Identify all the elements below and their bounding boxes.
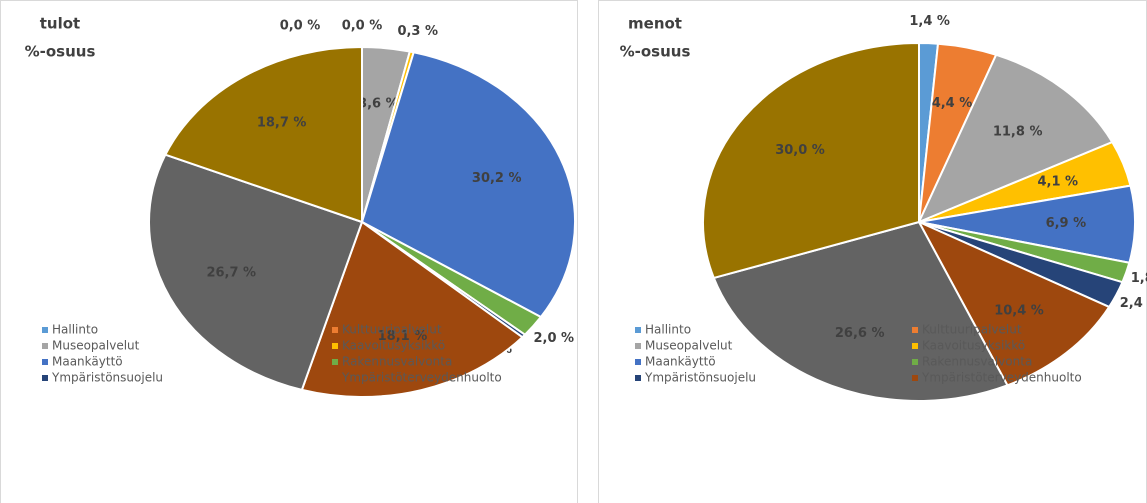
- legend-swatch: [42, 327, 48, 333]
- legend-swatch: [635, 375, 641, 381]
- data-label: 4,4 %: [932, 96, 973, 111]
- legend-label: Museopalvelut: [645, 339, 733, 353]
- legend-label: Ympäristönsuojelu: [51, 371, 163, 385]
- legend-label: Rakennusvalvonta: [922, 355, 1032, 369]
- data-label: 18,7 %: [257, 115, 307, 130]
- legend-swatch: [42, 375, 48, 381]
- legend-label: Ympäristöterveydenhuolto: [921, 371, 1082, 385]
- legend-swatch: [332, 327, 338, 333]
- legend-swatch: [332, 375, 338, 381]
- legend-swatch: [635, 343, 641, 349]
- pie-slice: [702, 41, 920, 280]
- legend-label: Hallinto: [645, 323, 691, 337]
- data-label: 26,6 %: [835, 326, 885, 341]
- data-label: 2,0 %: [534, 331, 575, 346]
- legend-label: Kaavoitusyksikkö: [342, 339, 445, 353]
- legend-swatch: [912, 343, 918, 349]
- legend-label: Hallinto: [52, 323, 98, 337]
- pie-slice: [163, 45, 363, 224]
- pie-slice: [916, 219, 1111, 387]
- data-label: 26,7 %: [206, 266, 256, 281]
- data-label: 0,3 %: [397, 24, 438, 39]
- chart-subtitle: %-osuus: [25, 43, 96, 61]
- legend-swatch: [635, 359, 641, 365]
- legend-swatch: [42, 343, 48, 349]
- panel: [0, 0, 578, 503]
- data-label: 11,8 %: [993, 124, 1043, 139]
- legend-label: Maankäyttö: [645, 355, 716, 369]
- legend-swatch: [912, 327, 918, 333]
- legend-label: Kulttuuripalvelut: [342, 323, 442, 337]
- legend-label: Ympäristöterveydenhuolto: [341, 371, 502, 385]
- chart-title: menot: [628, 15, 682, 33]
- data-label: 30,0 %: [775, 143, 825, 158]
- pie-slice: [148, 153, 364, 392]
- data-label: 4,1 %: [1037, 175, 1078, 190]
- legend-label: Kaavoitusyksikkö: [922, 339, 1025, 353]
- data-label: 1,4 %: [909, 14, 950, 29]
- pie-slice: [300, 220, 524, 398]
- data-label: 6,9 %: [1046, 216, 1087, 231]
- legend-swatch: [912, 375, 918, 381]
- pie-slice: [360, 51, 576, 319]
- data-label: 0,0 %: [342, 19, 383, 34]
- data-label: 18,1 %: [378, 329, 428, 344]
- legend-swatch: [332, 343, 338, 349]
- chart-subtitle: %-osuus: [620, 43, 691, 61]
- legend-label: Rakennusvalvonta: [342, 355, 452, 369]
- data-label: 0,0 %: [280, 19, 321, 34]
- data-label: 30,2 %: [472, 171, 522, 186]
- chart-title: tulot: [40, 15, 80, 33]
- legend-swatch: [42, 359, 48, 365]
- data-label: 10,4 %: [994, 304, 1044, 319]
- pie-slice: [712, 220, 1009, 402]
- legend-label: Maankäyttö: [52, 355, 123, 369]
- data-label: 3,6 %: [358, 96, 399, 111]
- legend-swatch: [635, 327, 641, 333]
- legend-label: Ympäristönsuojelu: [644, 371, 756, 385]
- legend-swatch: [332, 359, 338, 365]
- legend-swatch: [912, 359, 918, 365]
- legend-label: Kulttuuripalvelut: [922, 323, 1022, 337]
- pie-slice: [917, 53, 1114, 224]
- legend-label: Museopalvelut: [52, 339, 140, 353]
- data-label: 2,4 %: [1120, 296, 1147, 311]
- data-label: 1,8 %: [1131, 271, 1147, 286]
